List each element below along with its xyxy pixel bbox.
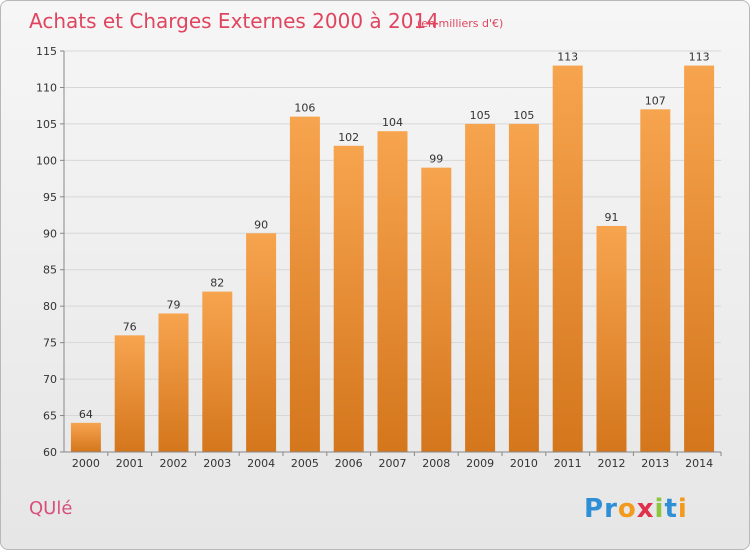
data-label-2003: 82 bbox=[210, 277, 224, 290]
data-labels: 64 76 79 82 90 106 102 104 99 105 105 113 91 107 113 bbox=[79, 51, 710, 421]
y-tick-label: 85 bbox=[43, 264, 57, 277]
data-label-2008: 99 bbox=[429, 153, 443, 166]
data-label-2004: 90 bbox=[254, 218, 268, 231]
y-tick-label: 90 bbox=[43, 227, 57, 240]
logo-letter: o bbox=[618, 494, 637, 524]
bar-2000 bbox=[70, 422, 101, 452]
x-tick-label-2011: 2011 bbox=[554, 457, 582, 470]
bar-2001 bbox=[114, 335, 145, 452]
chart-unit: (en milliers d'€) bbox=[417, 17, 503, 30]
data-label-2010: 105 bbox=[513, 109, 534, 122]
x-tick-label-2000: 2000 bbox=[72, 457, 100, 470]
bar-2003 bbox=[202, 291, 233, 452]
logo-letter: i bbox=[655, 494, 665, 524]
y-tick-label: 95 bbox=[43, 191, 57, 204]
data-label-2012: 91 bbox=[605, 211, 619, 224]
commune-name: QUlé bbox=[29, 498, 72, 519]
bar-2002 bbox=[158, 313, 189, 452]
proxiti-logo: Proxiti bbox=[584, 494, 688, 524]
data-label-2005: 106 bbox=[294, 102, 315, 115]
bar-2014 bbox=[684, 65, 715, 452]
x-axis-ticks: 2000 2001 2002 2003 2004 2005 2006 2007 2008 2009… bbox=[64, 451, 722, 470]
logo-letter: t bbox=[664, 494, 677, 524]
bar-2006 bbox=[333, 145, 364, 453]
y-tick-label: 115 bbox=[36, 45, 57, 58]
bar-2008 bbox=[421, 167, 452, 452]
x-tick-label-2006: 2006 bbox=[335, 457, 363, 470]
x-tick-label-2012: 2012 bbox=[598, 457, 626, 470]
bars bbox=[70, 65, 715, 453]
y-tick-label: 70 bbox=[43, 373, 57, 386]
logo-letter: r bbox=[604, 494, 618, 524]
logo-letter: P bbox=[584, 494, 604, 524]
bar-2004 bbox=[246, 233, 277, 452]
data-label-2009: 105 bbox=[470, 109, 491, 122]
data-label-2006: 102 bbox=[338, 131, 359, 144]
x-tick-label-2007: 2007 bbox=[379, 457, 407, 470]
bar-2005 bbox=[289, 116, 320, 453]
y-tick-label: 110 bbox=[36, 81, 57, 94]
chart-title: Achats et Charges Externes 2000 à 2014 bbox=[29, 9, 439, 33]
x-tick-label-2004: 2004 bbox=[247, 457, 275, 470]
y-tick-label: 75 bbox=[43, 337, 57, 350]
data-label-2014: 113 bbox=[689, 51, 710, 64]
data-label-2011: 113 bbox=[557, 51, 578, 64]
logo-letter: x bbox=[637, 494, 655, 524]
bar-2010 bbox=[508, 123, 539, 452]
x-tick-label-2002: 2002 bbox=[160, 457, 188, 470]
x-tick-label-2005: 2005 bbox=[291, 457, 319, 470]
x-tick-label-2003: 2003 bbox=[203, 457, 231, 470]
y-tick-label: 65 bbox=[43, 410, 57, 423]
y-axis-ticks: 60 65 70 75 80 85 90 95 100 105 110 115 bbox=[36, 45, 65, 459]
data-label-2001: 76 bbox=[123, 320, 137, 333]
x-tick-label-2008: 2008 bbox=[422, 457, 450, 470]
x-tick-label-2001: 2001 bbox=[116, 457, 144, 470]
x-tick-label-2010: 2010 bbox=[510, 457, 538, 470]
bar-2007 bbox=[377, 131, 408, 452]
bar-2012 bbox=[596, 225, 627, 452]
bar-2011 bbox=[552, 65, 583, 452]
y-tick-label: 80 bbox=[43, 300, 57, 313]
data-label-2000: 64 bbox=[79, 408, 93, 421]
y-tick-label: 60 bbox=[43, 446, 57, 459]
bar-2009 bbox=[465, 123, 496, 452]
y-tick-label: 105 bbox=[36, 118, 57, 131]
y-tick-label: 100 bbox=[36, 154, 57, 167]
bar-2013 bbox=[640, 109, 671, 452]
data-label-2007: 104 bbox=[382, 116, 403, 129]
x-tick-label-2014: 2014 bbox=[685, 457, 713, 470]
x-tick-label-2009: 2009 bbox=[466, 457, 494, 470]
data-label-2002: 79 bbox=[167, 298, 181, 311]
x-tick-label-2013: 2013 bbox=[641, 457, 669, 470]
logo-letter: i bbox=[678, 494, 688, 524]
data-label-2013: 107 bbox=[645, 94, 666, 107]
